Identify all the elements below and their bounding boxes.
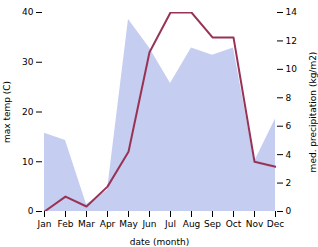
svg-text:Aug: Aug [183,219,201,229]
svg-text:2: 2 [286,178,292,188]
svg-text:30: 30 [22,57,34,67]
svg-text:10: 10 [22,157,34,167]
svg-text:Dec: Dec [267,219,284,229]
svg-text:Jul: Jul [164,219,176,229]
svg-text:40: 40 [22,7,34,17]
svg-text:Sep: Sep [204,219,221,229]
svg-text:14: 14 [286,7,298,17]
svg-text:4: 4 [286,150,292,160]
svg-text:6: 6 [286,121,292,131]
svg-text:Apr: Apr [100,219,116,229]
svg-text:Mar: Mar [78,219,95,229]
svg-text:Nov: Nov [246,219,264,229]
svg-text:10: 10 [286,64,298,74]
svg-text:8: 8 [286,93,292,103]
svg-text:Oct: Oct [226,219,242,229]
svg-text:max temp (C): max temp (C) [2,81,12,143]
svg-text:20: 20 [22,107,34,117]
svg-text:0: 0 [286,206,292,216]
svg-text:date (month): date (month) [130,237,189,247]
svg-text:Feb: Feb [58,219,74,229]
svg-text:12: 12 [286,36,297,46]
svg-text:Jun: Jun [141,219,156,229]
svg-text:med. precipitation (kg/m2): med. precipitation (kg/m2) [308,52,318,173]
svg-text:0: 0 [28,206,34,216]
svg-text:Jan: Jan [37,219,52,229]
svg-text:May: May [119,219,138,229]
